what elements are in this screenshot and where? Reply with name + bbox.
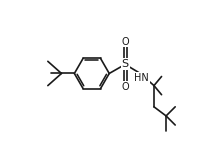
- Text: O: O: [121, 37, 129, 47]
- Text: HN: HN: [134, 73, 149, 83]
- Text: O: O: [121, 82, 129, 92]
- Text: S: S: [122, 59, 129, 69]
